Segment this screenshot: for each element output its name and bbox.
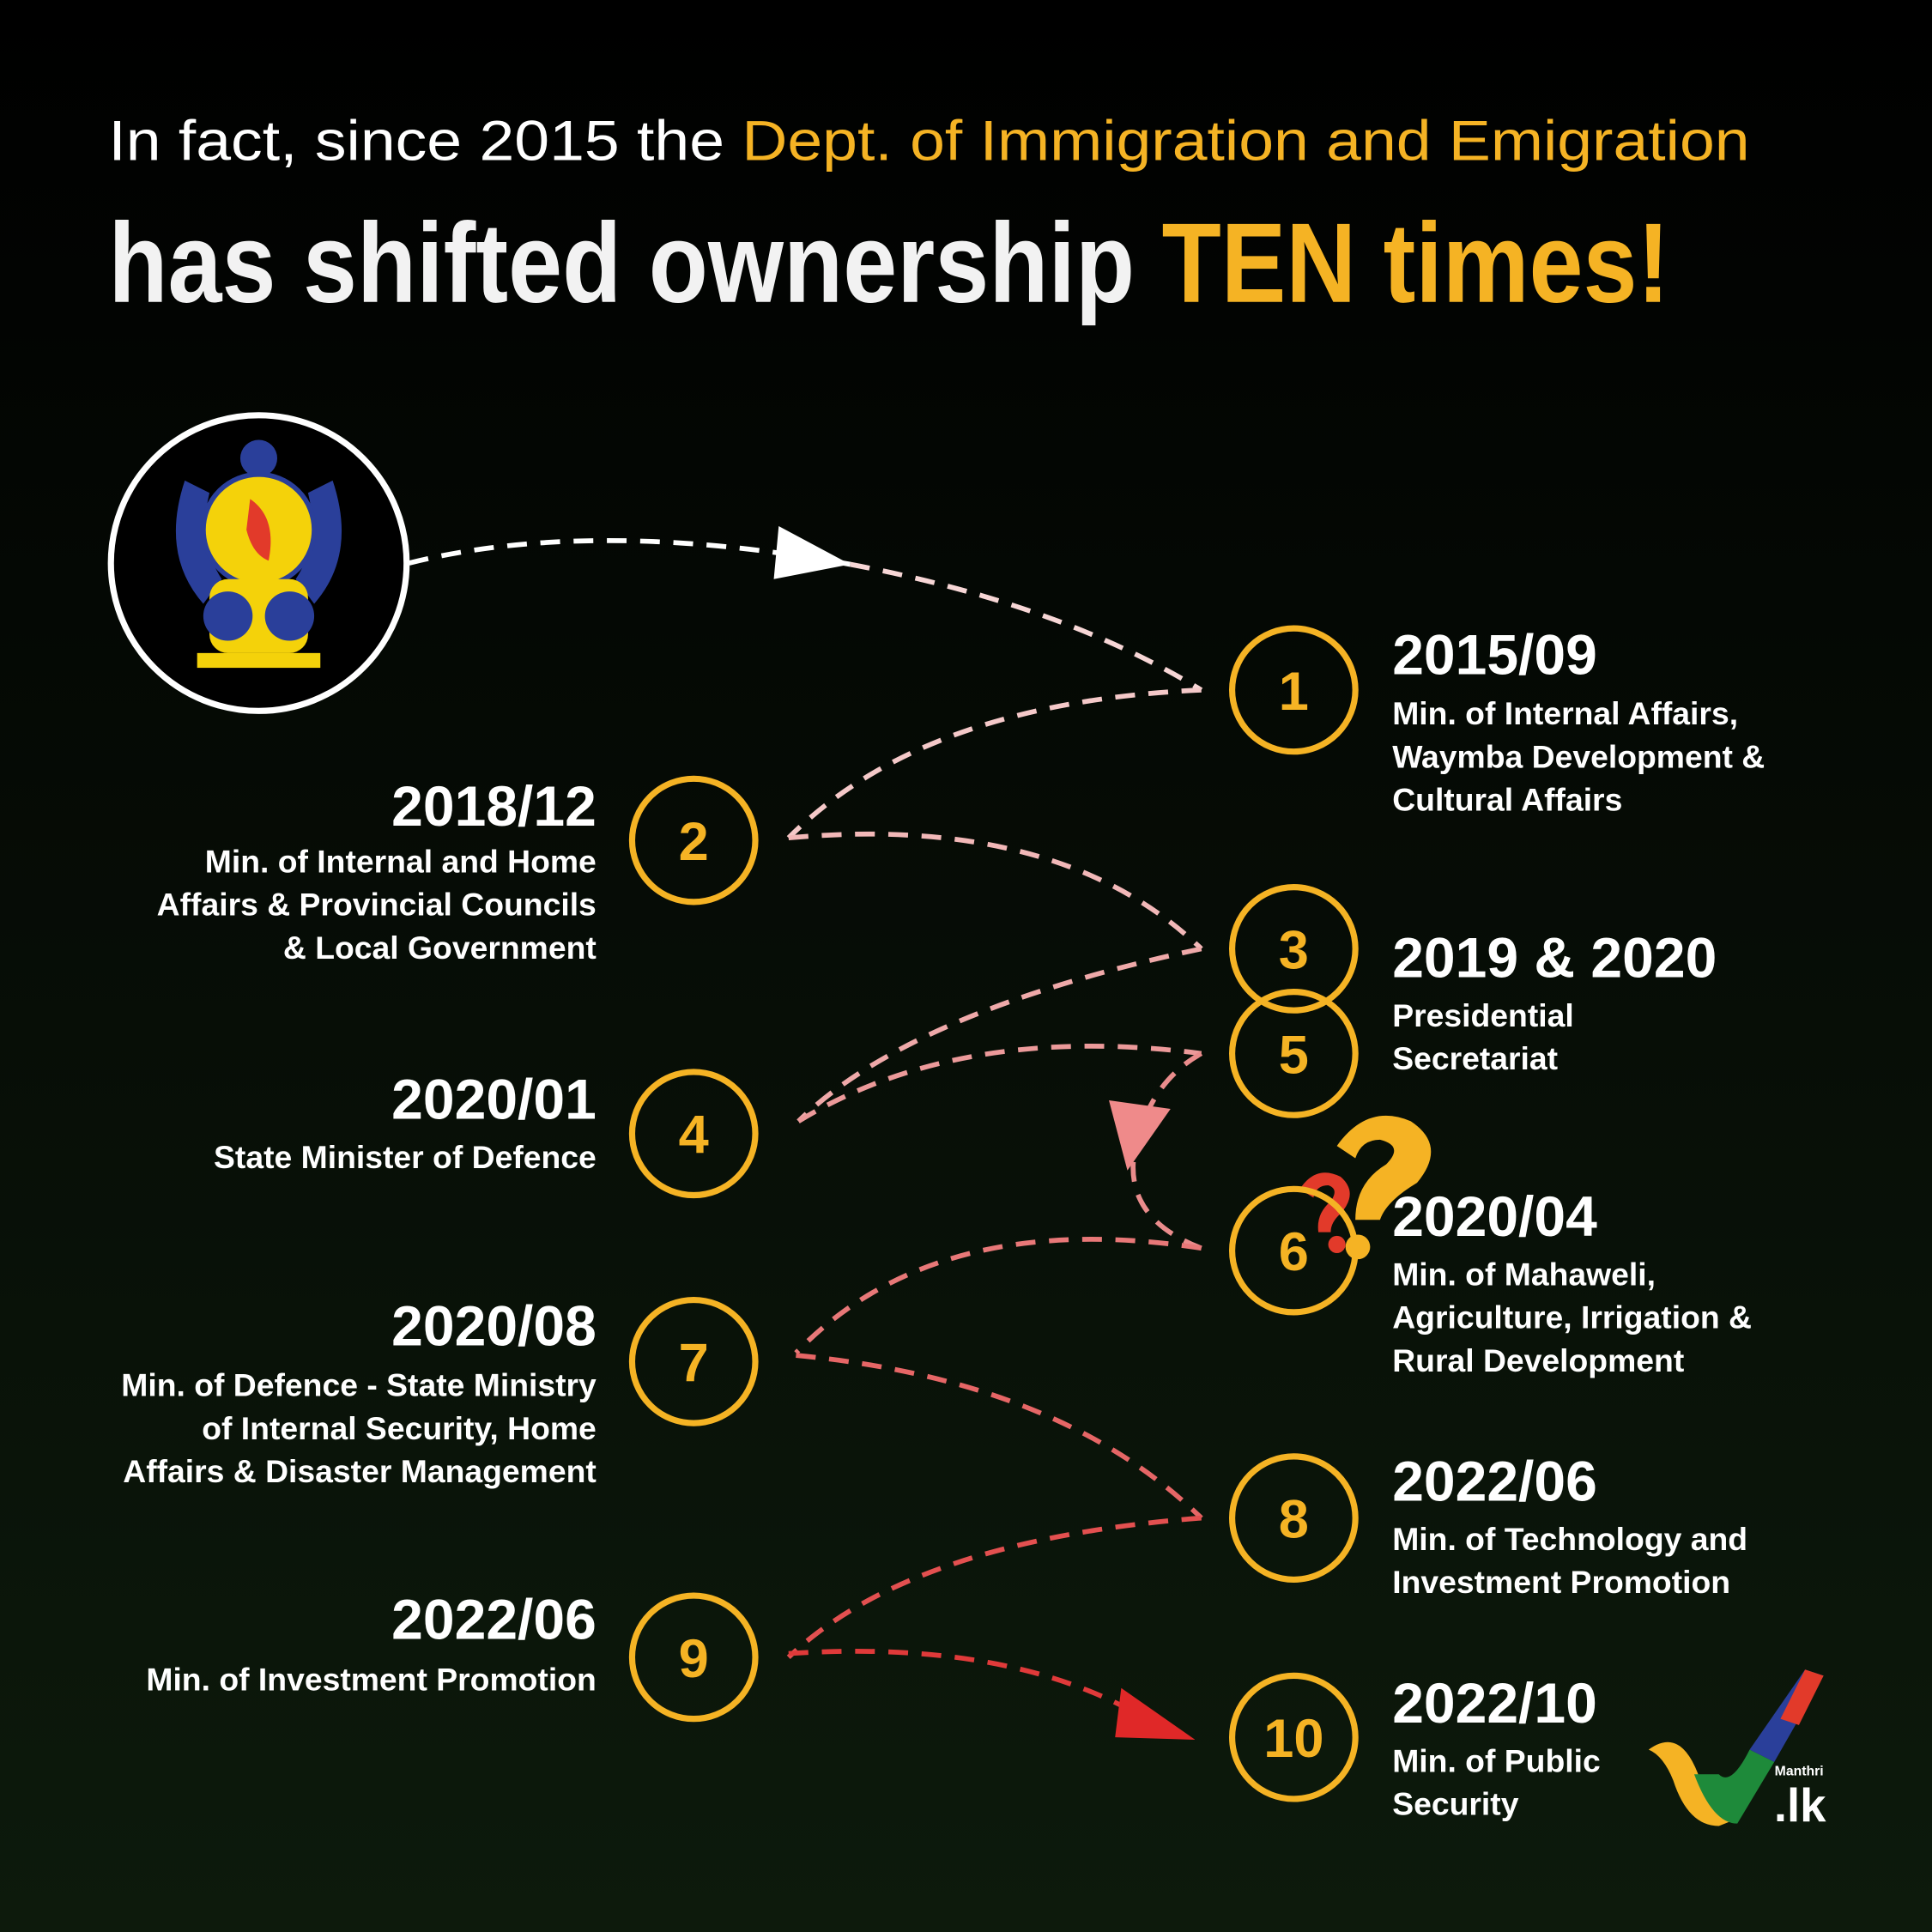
step-description: of Internal Security, Home bbox=[202, 1410, 597, 1446]
step-description: State Minister of Defence bbox=[214, 1139, 597, 1175]
step-circle bbox=[628, 775, 759, 905]
step-circle bbox=[628, 1069, 759, 1199]
step-description: Min. of Technology and bbox=[1392, 1521, 1747, 1557]
logo: Manthri .lk bbox=[1648, 1669, 1826, 1832]
header-highlight: TEN times! bbox=[1162, 199, 1670, 326]
step-number: 5 bbox=[1279, 1025, 1309, 1085]
step-circle bbox=[628, 1592, 759, 1723]
step-description: Cultural Affairs bbox=[1392, 782, 1622, 818]
step-number: 10 bbox=[1263, 1709, 1323, 1769]
step-number: 7 bbox=[679, 1333, 709, 1393]
step-description: Waymba Development & bbox=[1392, 738, 1765, 774]
step-description: Min. of Public bbox=[1392, 1742, 1601, 1778]
step-circle bbox=[1228, 1185, 1359, 1316]
header-highlight: Dept. of Immigration and Emigration bbox=[742, 109, 1749, 173]
logo-name: Manthri bbox=[1775, 1765, 1824, 1779]
step-circle bbox=[1228, 884, 1359, 1014]
step-description: Min. of Internal Affairs, bbox=[1392, 695, 1738, 731]
step-number: 6 bbox=[1279, 1222, 1309, 1282]
step-circle bbox=[1228, 625, 1359, 755]
step-description: Presidential bbox=[1392, 997, 1574, 1033]
step-number: 4 bbox=[679, 1105, 709, 1166]
step-description: Min. of Defence - State Ministry bbox=[121, 1367, 597, 1403]
step-description: Min. of Investment Promotion bbox=[146, 1662, 596, 1698]
step-description: Secretariat bbox=[1392, 1040, 1558, 1076]
step-circle bbox=[1228, 989, 1359, 1118]
step-description: & Local Government bbox=[283, 930, 597, 966]
step-number: 8 bbox=[1279, 1490, 1309, 1550]
logo-domain: .lk bbox=[1774, 1779, 1826, 1832]
step-number: 9 bbox=[679, 1629, 709, 1689]
header-plain: has shifted ownership bbox=[108, 199, 1161, 326]
step-description: Security bbox=[1392, 1786, 1518, 1822]
header-line1: In fact, since 2015 the Dept. of Immigra… bbox=[108, 109, 1749, 173]
step-description: Affairs & Disaster Management bbox=[123, 1453, 597, 1489]
step-date: 2022/06 bbox=[1392, 1450, 1597, 1513]
step-date: 2020/01 bbox=[391, 1068, 597, 1131]
step-description: Investment Promotion bbox=[1392, 1564, 1730, 1600]
header-line2: has shifted ownership TEN times! bbox=[108, 199, 1669, 326]
step-description: Min. of Mahaweli, bbox=[1392, 1256, 1656, 1292]
step-date: 2020/08 bbox=[391, 1294, 597, 1358]
step-description: Min. of Internal and Home bbox=[205, 843, 597, 879]
step-date: 2022/10 bbox=[1392, 1671, 1597, 1735]
step-date: 2018/12 bbox=[391, 774, 597, 838]
step-date: 2022/06 bbox=[391, 1587, 597, 1650]
step-number: 2 bbox=[679, 812, 709, 872]
step-date: 2019 & 2020 bbox=[1392, 925, 1717, 989]
step-description: Agriculture, Irrigation & bbox=[1392, 1299, 1752, 1335]
emblem bbox=[107, 412, 410, 714]
step-date: 2015/09 bbox=[1392, 622, 1597, 686]
step-circle bbox=[1228, 1453, 1359, 1584]
step-circle bbox=[628, 1296, 759, 1426]
step-number: 3 bbox=[1279, 920, 1309, 980]
step-description: Rural Development bbox=[1392, 1342, 1684, 1378]
steps: 1 2015/09 Min. of Internal Affairs, Waymba … bbox=[121, 622, 1765, 1821]
step-number: 1 bbox=[1279, 662, 1309, 722]
connectors bbox=[408, 525, 1203, 1741]
step-circle bbox=[1228, 1672, 1359, 1802]
step-description: Affairs & Provincial Councils bbox=[157, 887, 597, 923]
step-date: 2020/04 bbox=[1392, 1184, 1597, 1248]
header-plain: In fact, since 2015 the bbox=[108, 109, 742, 173]
